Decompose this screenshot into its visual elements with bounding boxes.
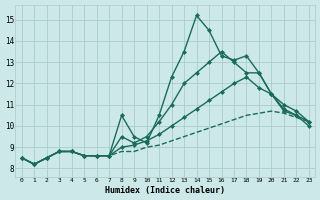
X-axis label: Humidex (Indice chaleur): Humidex (Indice chaleur) [105,186,225,195]
